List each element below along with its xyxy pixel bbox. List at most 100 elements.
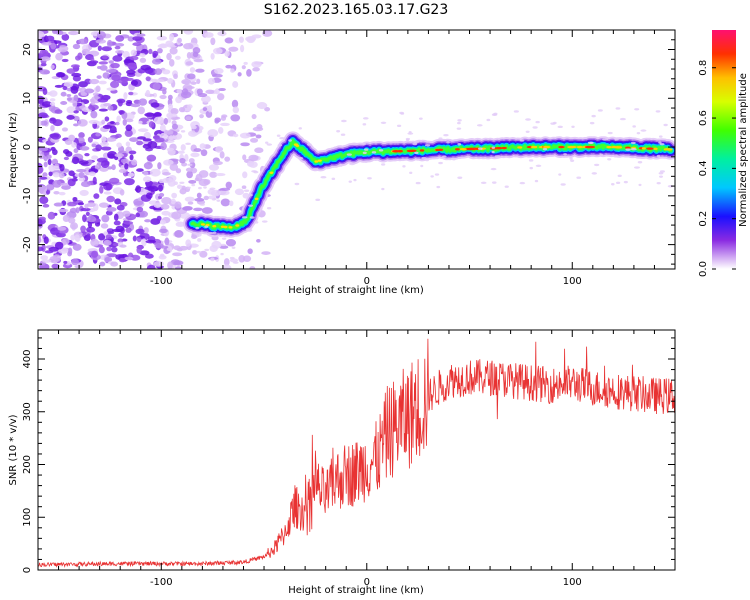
heatmap-noise-cell bbox=[186, 104, 193, 109]
heatmap-noise-cell bbox=[137, 136, 146, 140]
heatmap-faint-cell bbox=[199, 203, 205, 206]
heatmap-noise-cell bbox=[145, 239, 157, 244]
heatmap-noise-cell bbox=[185, 239, 192, 247]
heatmap-faint-cell bbox=[364, 148, 369, 151]
heatmap-faint-cell bbox=[659, 170, 665, 173]
heatmap-noise-cell bbox=[106, 246, 112, 252]
heatmap-noise-cell bbox=[239, 132, 251, 139]
figure-title: S162.2023.165.03.17.G23 bbox=[264, 2, 449, 18]
heatmap-noise-cell bbox=[192, 250, 198, 255]
heatmap-faint-cell bbox=[623, 180, 628, 184]
heatmap-ridge-peak bbox=[558, 145, 565, 149]
y-tick-label: -20 bbox=[22, 236, 33, 252]
heatmap-noise-cell bbox=[90, 57, 95, 62]
heatmap-noise-cell bbox=[190, 152, 200, 158]
heatmap-noise-cell bbox=[78, 132, 85, 139]
heatmap-noise-cell bbox=[232, 106, 240, 114]
heatmap-noise-cell bbox=[74, 264, 82, 269]
heatmap-faint-cell bbox=[491, 181, 497, 184]
heatmap-noise-cell bbox=[137, 106, 145, 115]
heatmap-faint-cell bbox=[430, 175, 434, 178]
heatmap-noise-cell bbox=[79, 146, 90, 151]
heatmap-noise-cell bbox=[170, 108, 179, 115]
heatmap-faint-cell bbox=[195, 226, 200, 230]
heatmap-faint-cell bbox=[362, 142, 366, 146]
heatmap-ridge-peak bbox=[517, 146, 523, 149]
heatmap-faint-cell bbox=[185, 142, 191, 146]
heatmap-noise-cell bbox=[49, 117, 57, 124]
heatmap-noise-cell bbox=[55, 72, 65, 78]
heatmap-faint-cell bbox=[213, 197, 217, 200]
colorbar-ticks: 0.0 0.2 0.4 0.6 0.8 bbox=[698, 60, 736, 277]
heatmap-noise-cell bbox=[93, 193, 100, 199]
heatmap-faint-cell bbox=[179, 181, 185, 185]
heatmap-noise-cell bbox=[248, 154, 259, 162]
heatmap-faint-cell bbox=[597, 109, 603, 112]
heatmap-faint-cell bbox=[204, 248, 210, 252]
heatmap-noise-cell bbox=[238, 36, 244, 43]
heatmap-ridge-peak bbox=[419, 149, 425, 152]
heatmap-noise-cell bbox=[152, 50, 159, 57]
heatmap-noise-cell bbox=[72, 243, 82, 251]
heatmap-faint-cell bbox=[421, 156, 426, 160]
heatmap-noise-cell bbox=[132, 42, 142, 47]
heatmap-ridge-peak bbox=[653, 147, 658, 151]
heatmap-noise-cell bbox=[78, 160, 89, 165]
heatmap-noise-cell bbox=[115, 121, 120, 126]
heatmap-noise-cell bbox=[184, 85, 195, 90]
heatmap-noise-cell bbox=[241, 65, 246, 70]
heatmap-faint-cell bbox=[591, 114, 596, 118]
heatmap-noise-cell bbox=[247, 248, 253, 255]
heatmap-noise-cell bbox=[153, 116, 165, 125]
heatmap-faint-cell bbox=[576, 176, 582, 179]
heatmap-faint-cell bbox=[298, 157, 304, 160]
snr-xlabel: Height of straight line (km) bbox=[288, 585, 424, 596]
heatmap-noise-cell bbox=[242, 255, 252, 262]
heatmap-noise-cell bbox=[224, 50, 230, 57]
heatmap-faint-cell bbox=[446, 141, 450, 144]
heatmap-noise-cell bbox=[80, 181, 91, 188]
heatmap-faint-cell bbox=[277, 144, 283, 147]
heatmap-faint-cell bbox=[633, 166, 640, 169]
heatmap-noise-cell bbox=[61, 185, 71, 190]
heatmap-noise-cell bbox=[145, 192, 153, 199]
heatmap-noise-cell bbox=[141, 238, 147, 247]
heatmap-noise-cell bbox=[129, 154, 134, 161]
heatmap-noise-cell bbox=[162, 88, 167, 95]
heatmap-faint-cell bbox=[456, 127, 462, 130]
heatmap-noise-cell bbox=[99, 185, 104, 194]
heatmap-noise-cell bbox=[85, 211, 90, 217]
heatmap-noise-cell bbox=[158, 192, 165, 197]
heatmap-faint-cell bbox=[207, 231, 214, 235]
heatmap-noise-cell bbox=[255, 134, 262, 139]
heatmap-noise-cell bbox=[109, 121, 115, 125]
heatmap-noise-cell bbox=[78, 172, 85, 179]
heatmap-noise-cell bbox=[246, 69, 252, 77]
heatmap-noise-cell bbox=[127, 36, 135, 42]
heatmap-noise-cell bbox=[72, 100, 78, 108]
heatmap-faint-cell bbox=[655, 110, 661, 113]
heatmap-noise-cell bbox=[102, 125, 112, 130]
heatmap-noise-cell bbox=[138, 98, 148, 106]
heatmap-noise-cell bbox=[38, 176, 48, 180]
heatmap-noise-cell bbox=[143, 131, 151, 139]
heatmap-noise-cell bbox=[49, 101, 56, 107]
snr-series-line bbox=[38, 338, 675, 568]
heatmap-noise-cell bbox=[101, 136, 107, 142]
x-tick-label: 0 bbox=[364, 276, 370, 287]
heatmap-noise-cell bbox=[52, 254, 61, 262]
heatmap-ridge-peak bbox=[235, 224, 240, 227]
heatmap-noise-cell bbox=[162, 69, 171, 75]
heatmap-noise-cell bbox=[70, 222, 79, 230]
heatmap-noise-cell bbox=[136, 168, 144, 172]
heatmap-noise-cell bbox=[38, 119, 42, 128]
colorbar-tick-label: 0.4 bbox=[698, 160, 709, 176]
heatmap-faint-cell bbox=[378, 149, 384, 152]
heatmap-ridge-peak bbox=[501, 146, 507, 150]
heatmap-faint-cell bbox=[336, 130, 341, 133]
heatmap-faint-cell bbox=[557, 125, 563, 129]
heatmap-noise-cell bbox=[77, 202, 85, 206]
heatmap-noise-cell bbox=[159, 94, 167, 100]
heatmap-noise-cell bbox=[144, 112, 156, 117]
